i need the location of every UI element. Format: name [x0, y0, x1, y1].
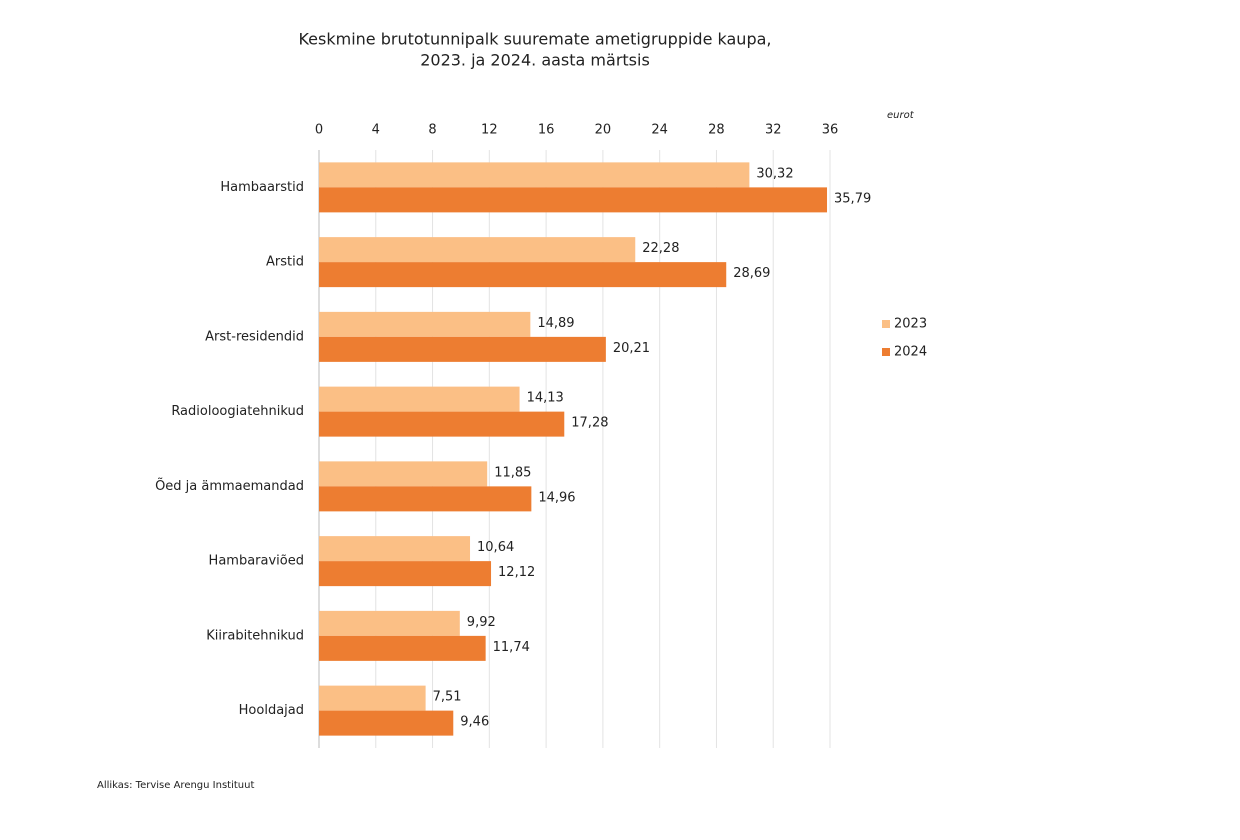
bar [319, 710, 454, 736]
bar [319, 187, 828, 213]
source-note: Allikas: Tervise Arengu Instituut [97, 780, 254, 791]
value-label: 9,46 [460, 715, 489, 730]
value-label: 14,13 [527, 391, 564, 406]
value-label: 11,74 [493, 640, 530, 655]
x-tick-label: 4 [372, 123, 380, 138]
axis-unit: eurot [887, 110, 915, 121]
bar [319, 162, 750, 188]
bar [319, 411, 565, 437]
bar [319, 536, 471, 562]
legend-swatch [882, 320, 890, 328]
value-label: 20,21 [613, 341, 650, 356]
value-label: 28,69 [733, 266, 770, 281]
y-tick-label: Õed ja ämmaemandad [155, 478, 304, 494]
value-label: 12,12 [498, 565, 535, 580]
value-label: 9,92 [467, 615, 496, 630]
value-label: 30,32 [756, 166, 793, 181]
x-tick-label: 36 [822, 123, 839, 138]
y-tick-label: Kiirabitehnikud [206, 628, 304, 643]
value-label: 10,64 [477, 540, 514, 555]
x-tick-label: 0 [315, 123, 323, 138]
x-tick-label: 24 [651, 123, 668, 138]
x-tick-label: 20 [595, 123, 612, 138]
y-tick-label: Hambaraviõed [209, 554, 304, 569]
y-tick-label: Radioloogiatehnikud [171, 404, 304, 419]
bar [319, 336, 606, 362]
y-tick-label: Arst-residendid [205, 329, 304, 344]
chart-title: Keskmine brutotunnipalk suuremate ametig… [298, 30, 771, 49]
y-tick-label: Hambaarstid [220, 180, 304, 195]
legend-swatch [882, 348, 890, 356]
y-tick-label: Hooldajad [239, 703, 304, 718]
x-tick-label: 8 [428, 123, 436, 138]
bar [319, 386, 520, 412]
x-tick-label: 12 [481, 123, 498, 138]
bar [319, 311, 531, 337]
x-tick-label: 16 [538, 123, 555, 138]
bar [319, 486, 532, 512]
value-label: 14,96 [538, 490, 575, 505]
bar [319, 610, 460, 636]
legend-label: 2023 [894, 317, 927, 332]
legend-label: 2024 [894, 345, 927, 360]
value-label: 14,89 [537, 316, 574, 331]
y-tick-label: Arstid [266, 255, 304, 270]
bar [319, 561, 492, 587]
x-tick-label: 32 [765, 123, 782, 138]
value-label: 7,51 [433, 690, 462, 705]
bar [319, 685, 426, 711]
value-label: 22,28 [642, 241, 679, 256]
value-label: 17,28 [571, 416, 608, 431]
bar [319, 635, 486, 661]
x-tick-label: 28 [708, 123, 725, 138]
value-label: 35,79 [834, 191, 871, 206]
bar [319, 237, 636, 263]
value-label: 11,85 [494, 465, 531, 480]
bar [319, 262, 727, 288]
chart-title: 2023. ja 2024. aasta märtsis [420, 51, 650, 70]
bar [319, 461, 488, 487]
